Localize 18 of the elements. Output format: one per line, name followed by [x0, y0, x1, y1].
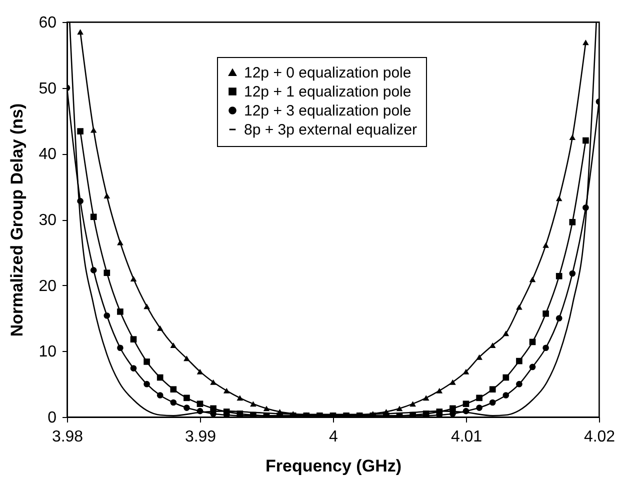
- y-tick-label: 20: [38, 278, 57, 295]
- y-axis-title: Normalized Group Delay (ns): [8, 103, 27, 337]
- legend-label: 12p + 3 equalization pole: [244, 102, 412, 120]
- x-tick-label: 4: [329, 428, 338, 446]
- x-tick-label: 4.01: [450, 428, 482, 446]
- x-axis-title: Frequency (GHz): [265, 456, 402, 476]
- legend-label: 12p + 0 equalization pole: [244, 64, 412, 82]
- y-tick-label: 10: [38, 344, 57, 361]
- y-tick-label: 30: [38, 212, 57, 229]
- y-tick-label: 40: [38, 146, 57, 164]
- legend-label: 8p + 3p external equalizer: [244, 122, 418, 138]
- legend-label: 12p + 1 equalization pole: [244, 84, 412, 100]
- x-tick-label: 3.99: [184, 428, 216, 446]
- x-tick-label: 4.02: [584, 428, 616, 446]
- y-tick-label: 60: [38, 14, 57, 32]
- y-tick-label: 0: [48, 410, 57, 426]
- x-tick-label: 3.98: [52, 428, 84, 446]
- y-tick-label: 50: [38, 80, 57, 98]
